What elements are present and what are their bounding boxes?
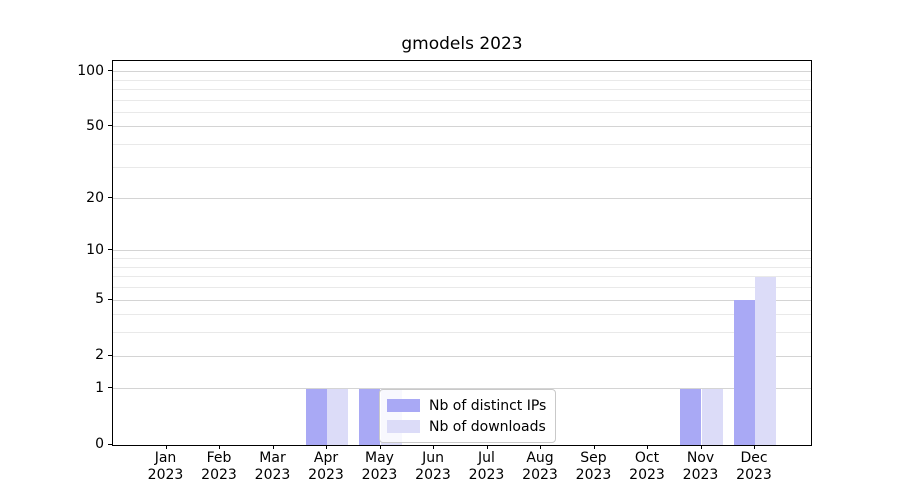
legend-swatch-downloads [387,420,420,433]
x-tick-label-sep: Sep 2023 [575,450,612,483]
x-tick-label-apr: Apr 2023 [308,450,344,483]
gridline-major-10 [113,250,811,252]
y-tick-label-5: 5 [95,291,104,308]
gridline-minor-30 [113,166,811,168]
bar-distinct-ips-dec [733,300,755,445]
y-tick-mark-5 [108,298,112,300]
legend-label-downloads: Nb of downloads [429,418,546,435]
gridline-minor-8 [113,266,811,268]
x-tick-mark-may [379,445,381,449]
gridline-minor-4 [113,314,811,316]
x-tick-label-aug: Aug 2023 [522,450,558,483]
legend-swatch-distinct-ips [387,399,420,412]
legend: Nb of distinct IPs Nb of downloads [379,389,557,443]
bar-distinct-ips-may [359,388,381,445]
gridline-minor-90 [113,79,811,81]
x-tick-label-jul: Jul 2023 [468,450,505,483]
chart-title: gmodels 2023 [401,34,523,54]
y-tick-mark-20 [108,197,112,199]
x-tick-mark-dec [754,445,755,449]
x-tick-mark-oct [647,445,648,449]
gridline-minor-70 [113,99,811,101]
y-tick-mark-0 [108,443,112,445]
x-tick-label-oct: Oct 2023 [629,450,665,483]
gridline-minor-6 [113,287,811,289]
y-tick-mark-10 [108,249,112,251]
x-tick-mark-aug [540,445,541,449]
legend-item-distinct-ips: Nb of distinct IPs [387,395,546,416]
y-tick-label-20: 20 [86,189,104,206]
x-tick-mark-jun [433,445,434,449]
gridline-minor-40 [113,144,811,146]
x-tick-label-may: May 2023 [361,450,398,483]
y-tick-label-10: 10 [86,241,104,258]
x-tick-label-mar: Mar 2023 [254,450,291,483]
gridline-minor-60 [113,111,811,113]
gridline-major-1 [113,388,811,390]
gridline-major-50 [113,126,811,128]
x-tick-mark-feb [219,445,220,449]
bar-distinct-ips-nov [680,388,702,445]
bar-downloads-apr [327,388,349,445]
bar-distinct-ips-apr [305,388,327,445]
bar-downloads-nov [701,388,723,445]
x-tick-label-jun: Jun 2023 [415,450,451,483]
y-tick-label-100: 100 [77,62,104,79]
gridline-major-5 [113,299,811,301]
gridline-minor-9 [113,258,811,260]
x-tick-mark-apr [326,445,327,449]
legend-label-distinct-ips: Nb of distinct IPs [429,397,547,414]
y-tick-mark-100 [108,70,112,72]
bar-downloads-dec [755,276,777,445]
y-tick-label-50: 50 [86,117,104,134]
gridline-minor-3 [113,332,811,334]
y-tick-label-2: 2 [95,347,104,364]
y-tick-mark-2 [108,354,112,356]
y-tick-label-1: 1 [95,379,104,396]
x-tick-mark-sep [593,445,595,449]
x-tick-mark-jul [486,445,488,449]
gridline-major-2 [113,355,811,357]
x-tick-label-jan: Jan 2023 [147,450,184,483]
y-tick-mark-50 [108,125,112,127]
gridline-minor-7 [113,276,811,278]
gridline-minor-80 [113,88,811,90]
legend-item-downloads: Nb of downloads [387,416,546,437]
plot-area [112,60,812,446]
x-tick-mark-mar [272,445,274,449]
x-tick-mark-nov [700,445,702,449]
y-tick-mark-1 [108,387,112,389]
x-tick-label-feb: Feb 2023 [201,450,237,483]
gridline-major-100 [113,71,811,73]
x-tick-label-nov: Nov 2023 [682,450,719,483]
gridline-major-20 [113,198,811,200]
x-tick-mark-jan [165,445,167,449]
x-tick-label-dec: Dec 2023 [736,450,772,483]
y-tick-label-0: 0 [95,436,104,452]
